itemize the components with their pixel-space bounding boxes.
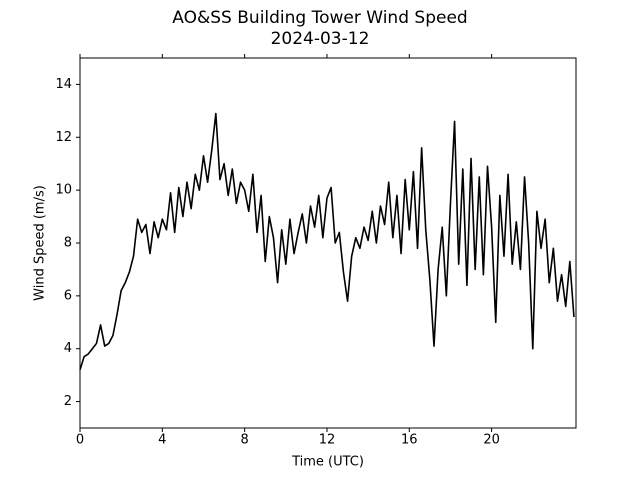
x-tick-label: 8 <box>241 433 249 448</box>
y-tick-label: 2 <box>64 394 72 409</box>
x-tick-label: 16 <box>401 433 418 448</box>
x-axis-label: Time (UTC) <box>291 455 364 470</box>
y-axis-label: Wind Speed (m/s) <box>33 185 48 301</box>
data-line <box>79 112 575 371</box>
x-tick-label: 0 <box>76 433 84 448</box>
y-tick-label: 6 <box>64 288 72 303</box>
x-tick-label: 4 <box>158 433 166 448</box>
chart-subtitle: 2024-03-12 <box>271 29 370 49</box>
y-tick-label: 10 <box>55 183 72 198</box>
plot-frame <box>79 57 577 429</box>
x-tick-label: 12 <box>319 433 336 448</box>
y-tick-label: 12 <box>55 130 72 145</box>
chart-title: AO&SS Building Tower Wind Speed <box>172 8 467 28</box>
y-tick-label: 8 <box>64 236 72 251</box>
y-tick-label: 4 <box>64 341 72 356</box>
x-tick-label: 20 <box>483 433 500 448</box>
y-tick-label: 14 <box>55 77 72 92</box>
